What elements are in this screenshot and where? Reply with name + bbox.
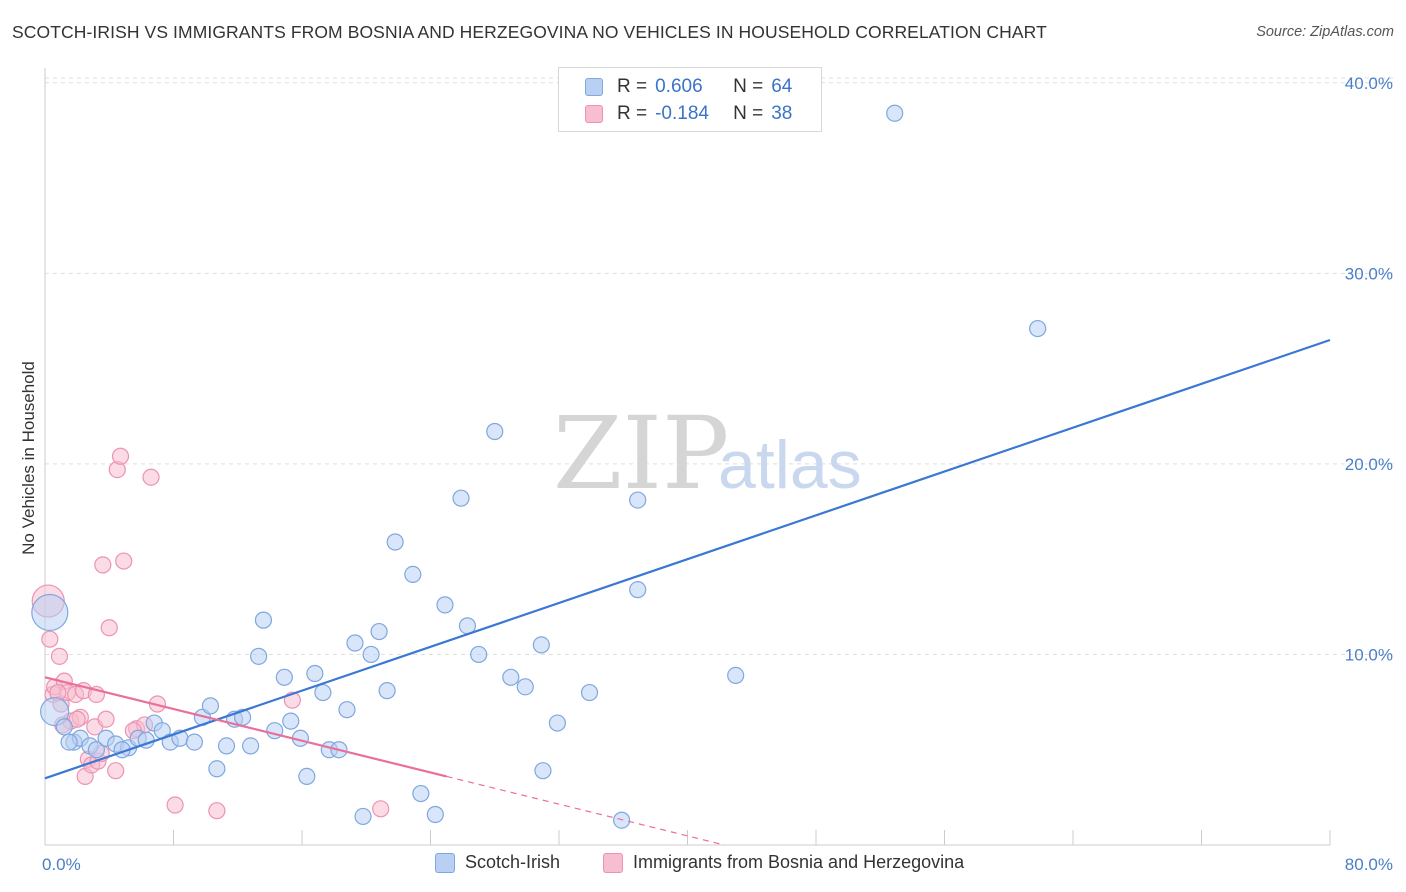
trend-lines <box>44 338 1331 846</box>
data-point-scotch-irish <box>426 805 444 824</box>
data-point-scotch-irish <box>282 712 300 730</box>
data-point-scotch-irish <box>242 737 260 755</box>
legend-r-value: 0.606 <box>655 76 703 97</box>
y-tick-label: 40.0% <box>1345 74 1393 93</box>
data-point-scotch-irish <box>40 697 70 727</box>
legend-n-label: N = <box>733 103 764 124</box>
data-point-scotch-irish <box>486 422 504 441</box>
y-tick-label: 10.0% <box>1345 645 1393 664</box>
data-point-scotch-irish <box>404 565 422 584</box>
data-point-scotch-irish <box>452 489 470 507</box>
data-point-bosnia <box>166 796 184 814</box>
data-point-scotch-irish <box>362 645 380 664</box>
data-point-scotch-irish <box>580 683 599 702</box>
series-label: Immigrants from Bosnia and Herzegovina <box>633 852 965 872</box>
trend-line-bosnia <box>44 676 447 778</box>
data-point-scotch-irish <box>354 807 372 826</box>
x-tick-label: 80.0% <box>1345 855 1393 874</box>
y-tick-label: 30.0% <box>1345 264 1393 283</box>
data-point-scotch-irish <box>516 678 534 696</box>
data-point-scotch-irish <box>217 737 236 755</box>
trend-line-bosnia-extension <box>446 775 725 846</box>
data-point-scotch-irish <box>1029 319 1047 338</box>
data-point-scotch-irish <box>250 647 268 665</box>
data-point-bosnia <box>208 802 226 820</box>
legend-n-label: N = <box>733 76 764 97</box>
legend-r-value: -0.184 <box>655 103 709 124</box>
data-point-scotch-irish <box>470 645 488 664</box>
data-point-scotch-irish <box>87 741 106 759</box>
source-label: Source: ZipAtlas.com <box>1256 24 1394 40</box>
watermark-atlas: atlas <box>718 427 862 503</box>
series-legend-scotch-irish[interactable]: Scotch-Irish <box>435 852 560 873</box>
chart-title: SCOTCH-IRISH VS IMMIGRANTS FROM BOSNIA A… <box>12 22 1047 42</box>
data-point-scotch-irish <box>314 683 332 702</box>
data-point-scotch-irish <box>412 784 430 803</box>
series-swatch-blue <box>435 852 455 873</box>
legend-row-scotch-irish: R = 0.606 N = 64 <box>559 73 792 101</box>
data-point-bosnia <box>97 710 115 728</box>
data-point-scotch-irish <box>60 733 78 751</box>
series-legend-bosnia[interactable]: Immigrants from Bosnia and Herzegovina <box>603 852 964 873</box>
data-point-scotch-irish <box>346 634 364 652</box>
trend-line-scotch-irish <box>44 338 1331 780</box>
data-point-scotch-irish <box>298 767 316 785</box>
data-point-bosnia <box>107 762 125 780</box>
data-point-scotch-irish <box>306 664 324 683</box>
data-point-scotch-irish <box>534 762 552 780</box>
data-point-scotch-irish <box>629 581 647 599</box>
legend-n-value: 38 <box>771 103 793 124</box>
data-point-scotch-irish <box>254 611 273 629</box>
data-point-scotch-irish <box>548 714 566 732</box>
data-point-scotch-irish <box>727 666 745 685</box>
legend-row-bosnia: R = -0.184 N = 38 <box>559 100 792 128</box>
points-scotch-irish <box>31 104 1047 829</box>
data-point-scotch-irish <box>502 668 520 686</box>
x-tick-label: 0.0% <box>42 855 81 874</box>
y-tick-labels: 10.0% 20.0% 30.0% 40.0% <box>1345 74 1393 665</box>
series-label: Scotch-Irish <box>465 852 561 872</box>
data-point-scotch-irish <box>275 668 293 686</box>
axes <box>44 68 1331 846</box>
data-point-bosnia <box>111 447 130 465</box>
data-point-scotch-irish <box>201 697 220 715</box>
legend-r-label: R = <box>617 76 648 97</box>
data-point-scotch-irish <box>185 733 203 751</box>
data-point-scotch-irish <box>378 682 396 700</box>
legend-n-value: 64 <box>771 76 793 97</box>
watermark: ZIP atlas <box>553 395 862 512</box>
data-point-bosnia <box>100 619 118 637</box>
stats-legend: R = 0.606 N = 64 R = -0.184 N = 38 <box>558 67 822 132</box>
data-point-scotch-irish <box>629 491 647 509</box>
data-point-bosnia <box>50 647 69 665</box>
data-point-scotch-irish <box>31 593 69 632</box>
legend-swatch-blue <box>585 78 603 96</box>
data-point-bosnia <box>115 552 133 570</box>
data-point-scotch-irish <box>386 533 404 551</box>
data-point-bosnia <box>41 630 59 648</box>
data-point-scotch-irish <box>532 636 550 654</box>
legend-r-label: R = <box>617 103 648 124</box>
data-point-scotch-irish <box>338 701 356 719</box>
data-point-bosnia <box>94 556 112 574</box>
data-point-bosnia <box>142 468 160 486</box>
data-point-scotch-irish <box>436 596 454 614</box>
y-tick-label: 20.0% <box>1345 455 1393 474</box>
data-point-scotch-irish <box>370 622 388 641</box>
gridlines <box>45 77 1395 655</box>
data-point-scotch-irish <box>208 760 226 778</box>
data-point-scotch-irish <box>55 718 73 736</box>
data-point-bosnia <box>68 710 86 728</box>
data-point-bosnia <box>372 800 390 818</box>
y-axis-label: No Vehicles in Household <box>19 361 38 555</box>
series-swatch-pink <box>603 852 623 873</box>
data-point-scotch-irish <box>886 104 904 122</box>
x-tick-labels: 0.0% 80.0% <box>42 855 1393 874</box>
legend-swatch-pink <box>585 105 603 123</box>
